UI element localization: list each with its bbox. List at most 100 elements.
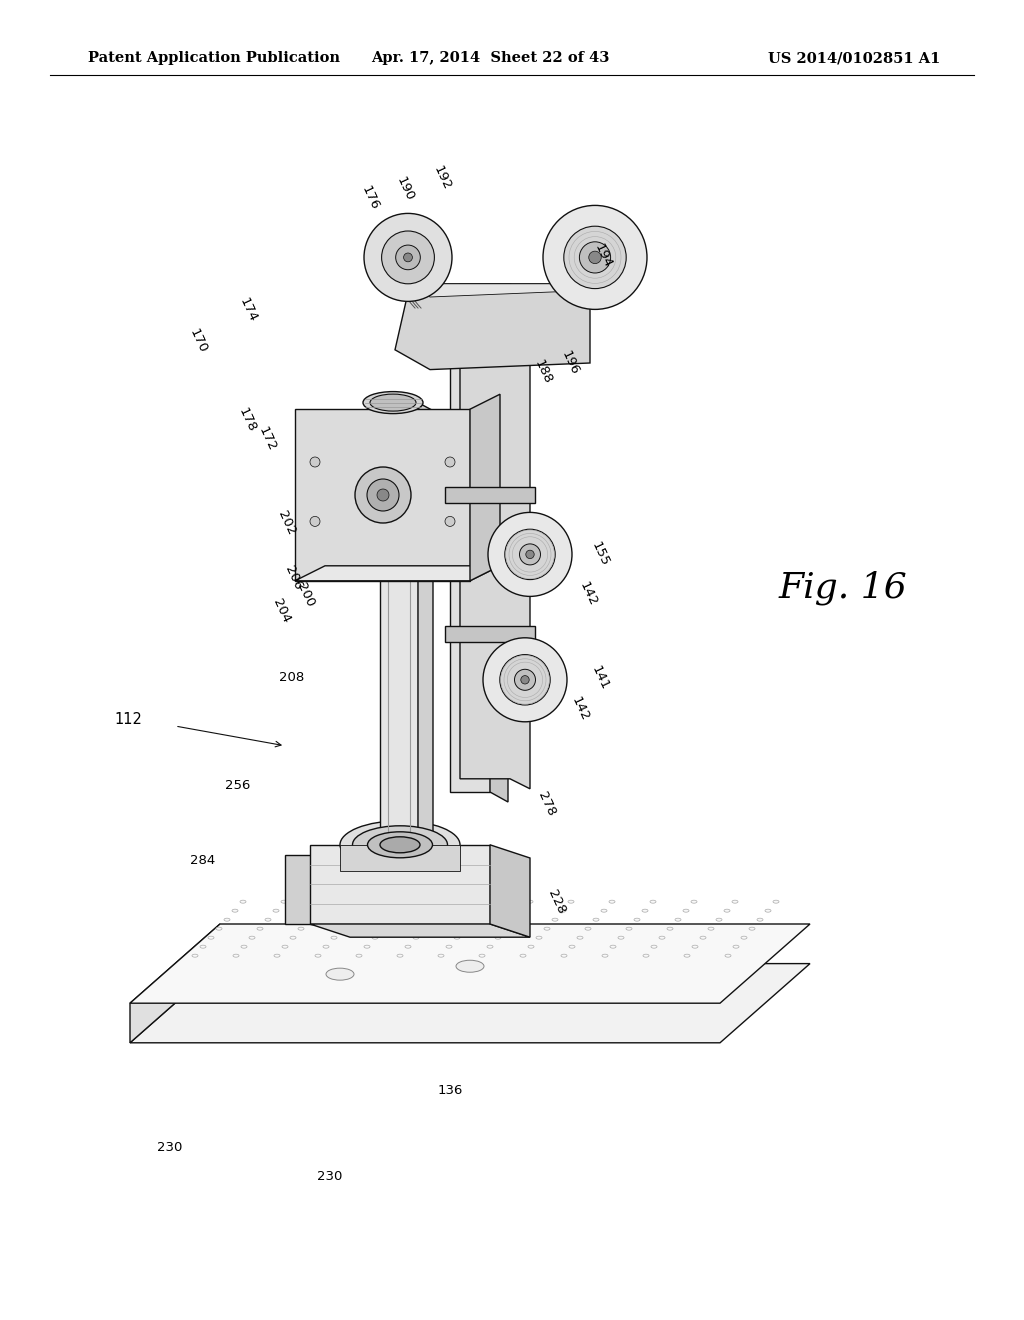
Ellipse shape — [347, 919, 353, 921]
Text: 141: 141 — [589, 664, 611, 693]
Ellipse shape — [362, 900, 369, 903]
Ellipse shape — [281, 900, 287, 903]
Ellipse shape — [380, 837, 420, 853]
Ellipse shape — [724, 909, 730, 912]
Ellipse shape — [708, 927, 714, 931]
Ellipse shape — [193, 954, 198, 957]
Ellipse shape — [470, 919, 476, 921]
Text: Patent Application Publication: Patent Application Publication — [88, 51, 340, 65]
Text: 202: 202 — [275, 508, 298, 537]
Text: 284: 284 — [190, 854, 216, 867]
Polygon shape — [310, 924, 530, 937]
Polygon shape — [130, 924, 810, 1003]
Ellipse shape — [601, 909, 607, 912]
Circle shape — [395, 246, 420, 269]
Ellipse shape — [544, 927, 550, 931]
Ellipse shape — [282, 945, 288, 948]
Polygon shape — [340, 845, 460, 871]
Ellipse shape — [700, 936, 706, 940]
Ellipse shape — [503, 927, 509, 931]
Ellipse shape — [765, 909, 771, 912]
Ellipse shape — [339, 927, 345, 931]
Ellipse shape — [602, 954, 608, 957]
Ellipse shape — [216, 927, 222, 931]
Ellipse shape — [585, 927, 591, 931]
Ellipse shape — [528, 945, 534, 948]
Ellipse shape — [691, 900, 697, 903]
Text: 190: 190 — [394, 174, 416, 203]
Polygon shape — [460, 284, 530, 789]
Ellipse shape — [362, 392, 423, 413]
Circle shape — [589, 251, 601, 264]
Circle shape — [514, 669, 536, 690]
Ellipse shape — [356, 954, 362, 957]
Ellipse shape — [370, 395, 416, 411]
Text: 208: 208 — [280, 671, 304, 684]
Circle shape — [367, 479, 399, 511]
Circle shape — [488, 512, 572, 597]
Ellipse shape — [692, 945, 698, 948]
Ellipse shape — [274, 954, 280, 957]
Text: US 2014/0102851 A1: US 2014/0102851 A1 — [768, 51, 940, 65]
Polygon shape — [490, 284, 508, 803]
Ellipse shape — [397, 954, 403, 957]
Circle shape — [445, 457, 455, 467]
Circle shape — [543, 206, 647, 309]
Circle shape — [505, 529, 555, 579]
Ellipse shape — [323, 945, 329, 948]
Ellipse shape — [757, 919, 763, 921]
Ellipse shape — [290, 936, 296, 940]
Polygon shape — [410, 284, 590, 297]
Ellipse shape — [479, 954, 485, 957]
Polygon shape — [395, 284, 590, 370]
Ellipse shape — [396, 909, 402, 912]
Polygon shape — [130, 924, 220, 1043]
Ellipse shape — [368, 832, 432, 858]
Circle shape — [355, 467, 411, 523]
Ellipse shape — [355, 909, 361, 912]
Ellipse shape — [298, 927, 304, 931]
Ellipse shape — [232, 909, 238, 912]
Ellipse shape — [445, 900, 451, 903]
Ellipse shape — [265, 919, 271, 921]
Ellipse shape — [406, 945, 411, 948]
Circle shape — [310, 457, 319, 467]
Ellipse shape — [560, 909, 566, 912]
Polygon shape — [295, 409, 470, 581]
Ellipse shape — [626, 927, 632, 931]
Ellipse shape — [650, 900, 656, 903]
Ellipse shape — [519, 909, 525, 912]
Polygon shape — [445, 487, 535, 503]
Circle shape — [500, 655, 550, 705]
Ellipse shape — [380, 927, 386, 931]
Ellipse shape — [568, 900, 574, 903]
Text: 142: 142 — [568, 694, 591, 723]
Ellipse shape — [610, 945, 616, 948]
Polygon shape — [470, 395, 500, 581]
Ellipse shape — [437, 909, 443, 912]
Ellipse shape — [642, 909, 648, 912]
Text: 256: 256 — [225, 779, 251, 792]
Polygon shape — [310, 845, 490, 924]
Text: 172: 172 — [256, 425, 279, 454]
Ellipse shape — [446, 945, 452, 948]
Ellipse shape — [725, 954, 731, 957]
Text: 112: 112 — [114, 711, 142, 727]
Ellipse shape — [331, 936, 337, 940]
Circle shape — [382, 231, 434, 284]
Ellipse shape — [340, 821, 460, 869]
Ellipse shape — [561, 954, 567, 957]
Ellipse shape — [233, 954, 239, 957]
Text: 174: 174 — [237, 296, 259, 325]
Text: Apr. 17, 2014  Sheet 22 of 43: Apr. 17, 2014 Sheet 22 of 43 — [371, 51, 609, 65]
Polygon shape — [445, 626, 535, 642]
Ellipse shape — [495, 936, 501, 940]
Ellipse shape — [322, 900, 328, 903]
Ellipse shape — [273, 909, 279, 912]
Ellipse shape — [732, 900, 738, 903]
Text: 178: 178 — [236, 405, 258, 434]
Ellipse shape — [749, 927, 755, 931]
Ellipse shape — [634, 919, 640, 921]
Circle shape — [521, 676, 529, 684]
Polygon shape — [490, 845, 530, 937]
